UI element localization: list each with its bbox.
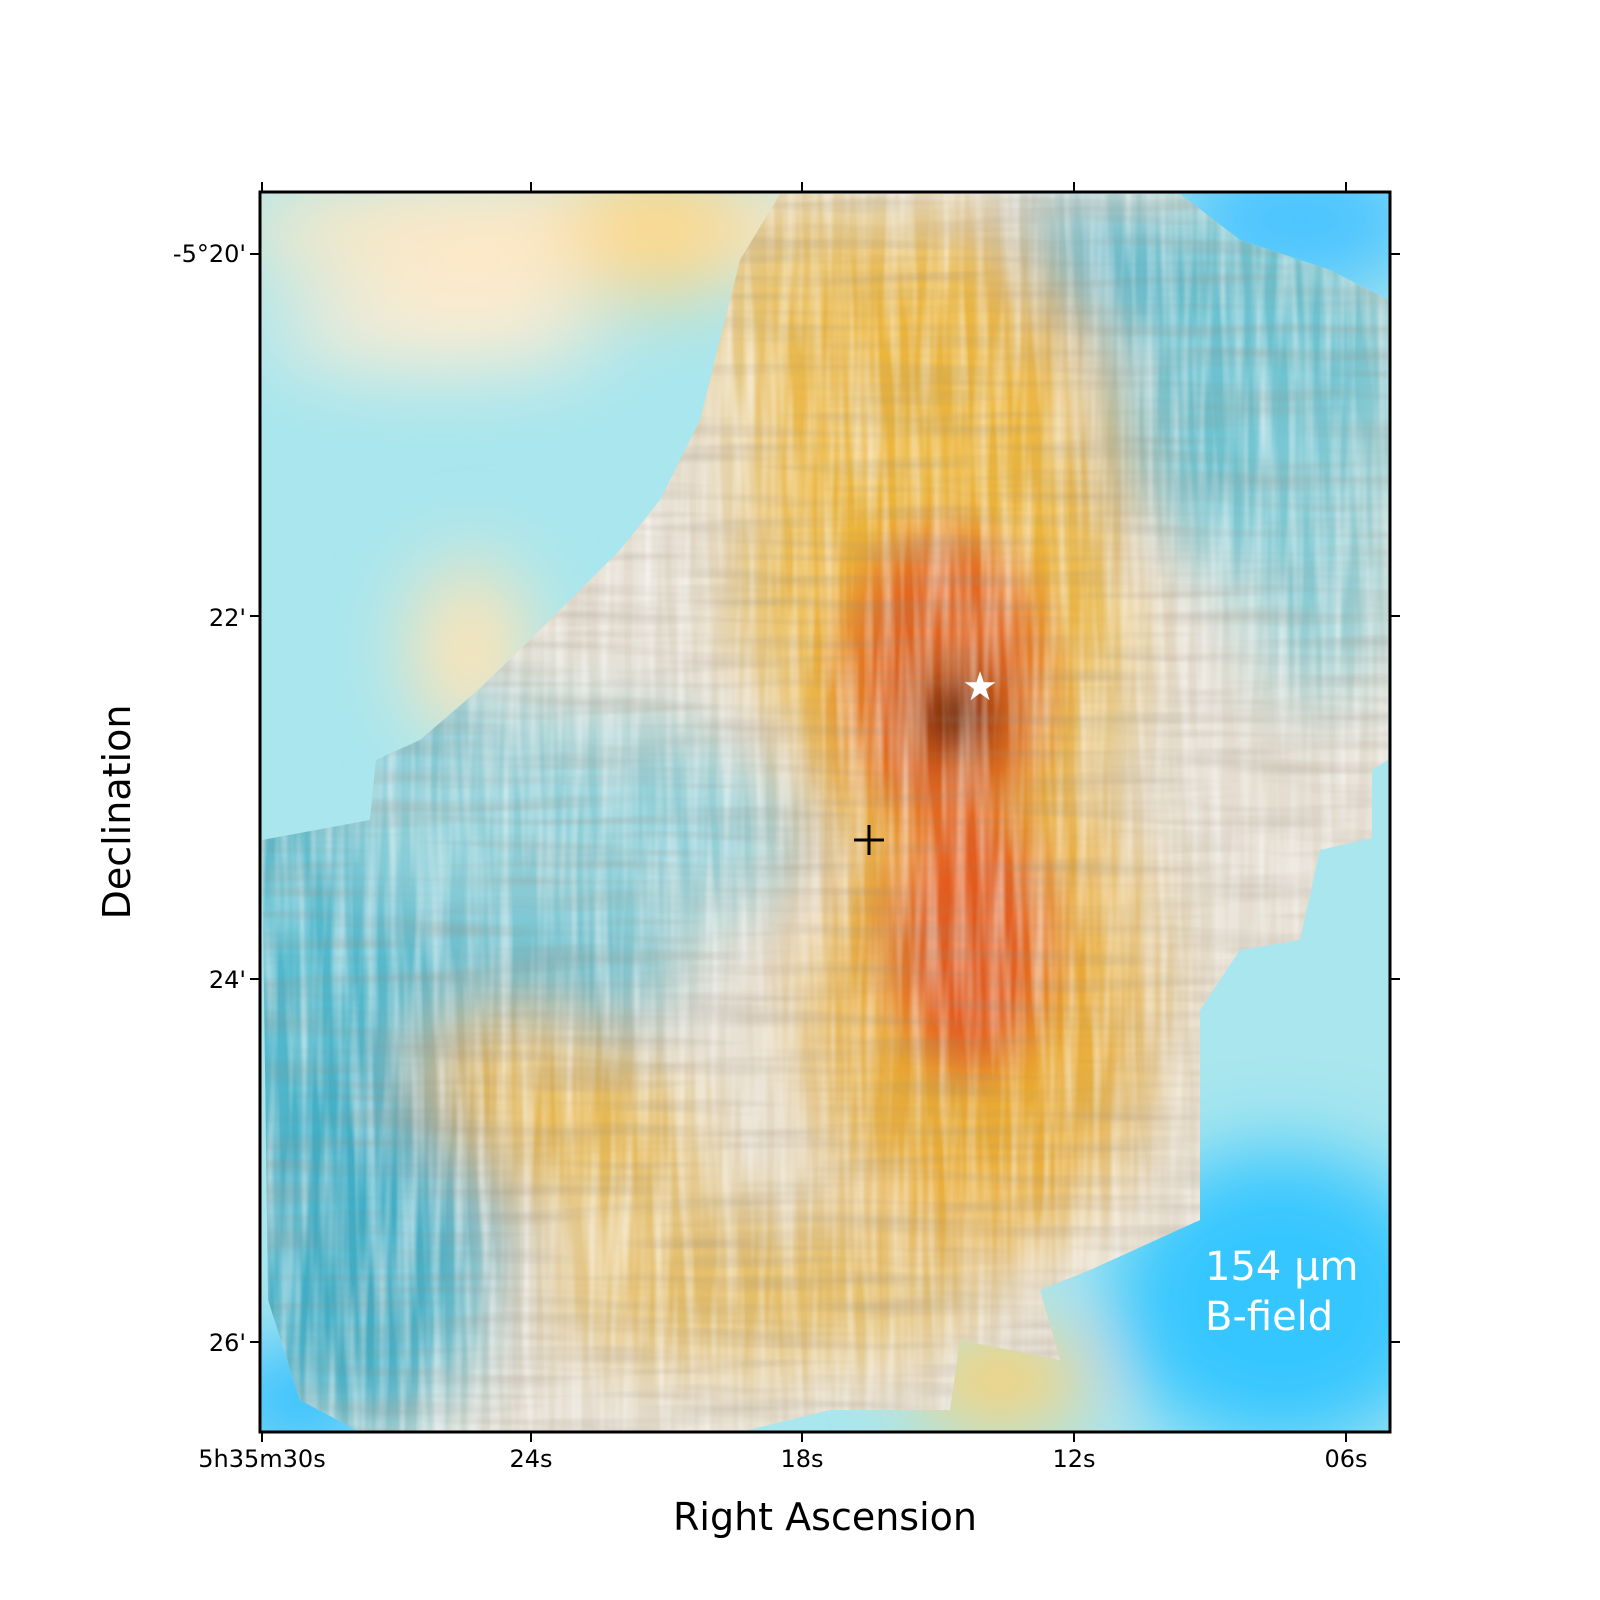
y-tick-label: -5°20' bbox=[173, 240, 246, 268]
y-tick-label: 24' bbox=[209, 966, 246, 994]
plot-frame bbox=[258, 190, 1392, 1434]
x-tick-label: 06s bbox=[1324, 1445, 1367, 1473]
y-tick-label: 22' bbox=[209, 604, 246, 632]
cross-marker bbox=[854, 825, 884, 855]
y-axis-label: Declination bbox=[95, 705, 139, 920]
x-tick-label: 12s bbox=[1052, 1445, 1095, 1473]
x-tick-label: 18s bbox=[780, 1445, 823, 1473]
x-tick-labels: 5h35m30s 24s 18s 12s 06s bbox=[198, 1445, 1367, 1473]
x-axis-label: Right Ascension bbox=[673, 1495, 977, 1539]
x-tick-label: 24s bbox=[509, 1445, 552, 1473]
axis-ticks bbox=[250, 182, 1400, 1442]
y-tick-labels: -5°20' 22' 24' 26' bbox=[173, 240, 246, 1357]
intensity-map bbox=[260, 192, 1390, 1432]
panel-label-bfield: B-field bbox=[1205, 1294, 1333, 1340]
star-marker: ★ bbox=[962, 664, 998, 710]
y-tick-label: 26' bbox=[209, 1329, 246, 1357]
panel-label-wavelength: 154 μm bbox=[1205, 1244, 1358, 1290]
x-tick-label: 5h35m30s bbox=[198, 1445, 325, 1473]
